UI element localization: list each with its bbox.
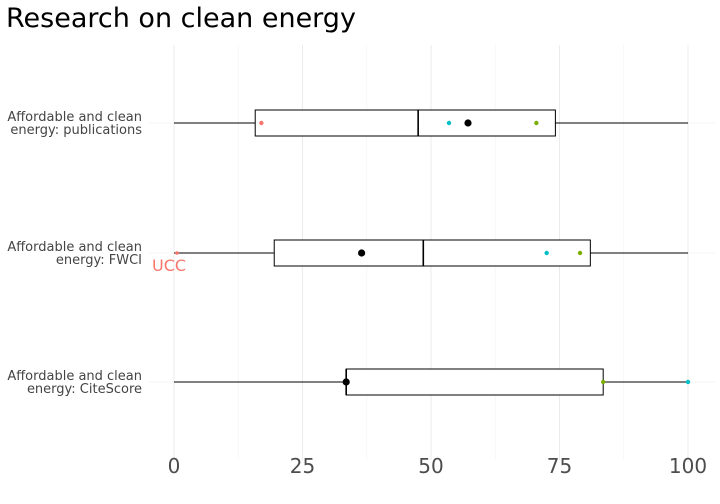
category-label-line: Affordable and clean (7, 110, 142, 125)
data-point (577, 250, 583, 256)
data-point (534, 120, 539, 126)
data-point (259, 120, 264, 126)
box (273, 239, 591, 267)
x-axis-ticks: 0 25 50 75 100 (168, 454, 707, 478)
chart-title: Research on clean energy (6, 3, 356, 34)
data-point (600, 379, 606, 385)
category-label-line: energy: publications (10, 123, 142, 138)
category-label-line: Affordable and clean (7, 240, 142, 255)
x-tick-label: 100 (669, 454, 707, 478)
data-point (446, 120, 452, 126)
data-point (544, 250, 549, 256)
annotation-point (175, 251, 179, 255)
category-label-line: energy: FWCI (56, 253, 142, 268)
mean-point (358, 249, 366, 257)
x-tick-label: 50 (418, 454, 443, 478)
boxplot-group: UCC (152, 109, 691, 396)
category-label-line: energy: CiteScore (27, 382, 142, 397)
x-tick-label: 0 (168, 454, 181, 478)
mean-point (342, 378, 350, 386)
x-tick-label: 25 (290, 454, 315, 478)
category-label-line: Affordable and clean (7, 369, 142, 384)
mean-point (464, 119, 472, 127)
box (254, 109, 556, 137)
box (345, 368, 604, 396)
data-point (685, 379, 691, 385)
x-tick-label: 75 (547, 454, 572, 478)
annotation-label: UCC (152, 256, 186, 275)
